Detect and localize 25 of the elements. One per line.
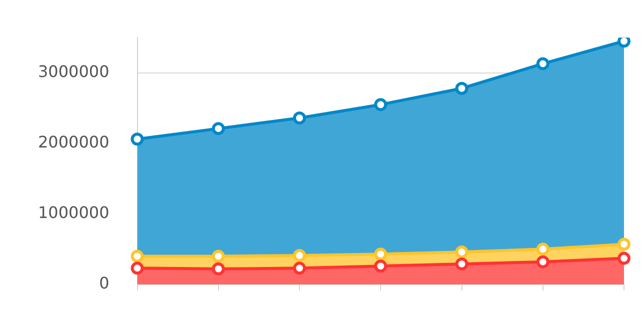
point — [455, 257, 468, 270]
y-tick-label: 1000000 — [38, 203, 110, 222]
point — [374, 260, 388, 273]
point — [293, 262, 306, 275]
y-tick-label: 3000000 — [38, 62, 110, 82]
point — [293, 111, 306, 124]
point — [536, 242, 550, 256]
y-tick-label: 0 — [99, 274, 110, 293]
point — [130, 250, 144, 263]
y-tick-label: 2000000 — [38, 132, 110, 152]
point — [130, 262, 144, 275]
point — [212, 250, 225, 263]
point — [374, 98, 388, 112]
point — [374, 248, 388, 261]
point — [618, 238, 630, 251]
point — [212, 122, 225, 136]
point — [618, 38, 630, 48]
point — [293, 248, 306, 262]
point — [455, 245, 468, 258]
point — [212, 262, 225, 276]
point — [536, 255, 550, 268]
point — [618, 252, 630, 265]
point — [130, 132, 144, 146]
point — [536, 57, 550, 70]
point — [455, 82, 468, 95]
